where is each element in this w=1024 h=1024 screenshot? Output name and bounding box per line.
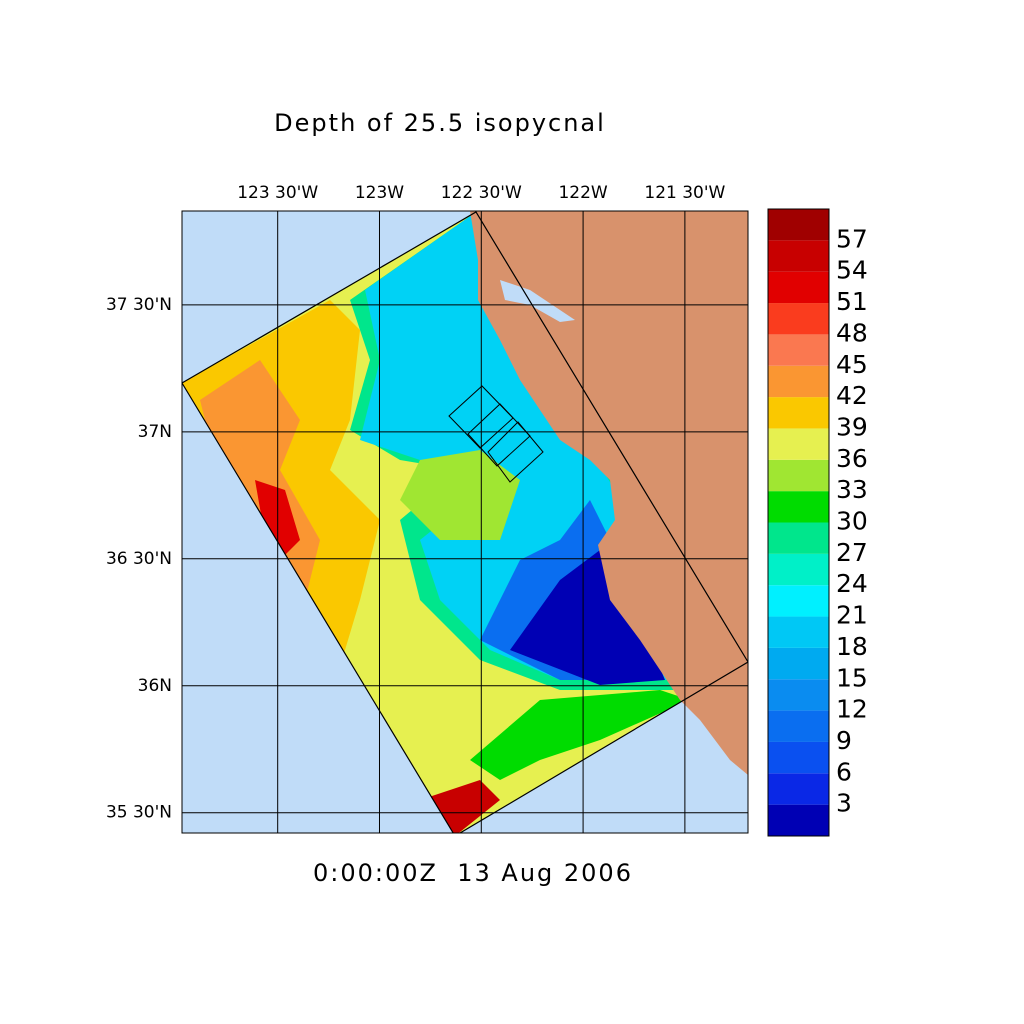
- colorbar-label: 30: [836, 507, 868, 536]
- colorbar-band: [768, 365, 829, 398]
- lat-tick-label: 36 30'N: [106, 549, 172, 569]
- field-region: [420, 780, 500, 833]
- colorbar-band: [768, 271, 829, 304]
- colorbar-label: 3: [836, 789, 852, 818]
- colorbar-band: [768, 710, 829, 742]
- timestamp: 0:00:00Z 13 Aug 2006: [313, 859, 633, 887]
- lon-tick-label: 121 30'W: [644, 183, 725, 203]
- colorbar-label: 12: [836, 695, 868, 724]
- colorbar-band: [768, 553, 829, 586]
- colorbar-label: 42: [836, 381, 868, 410]
- colorbar-band: [768, 773, 829, 805]
- lon-tick-label: 123 30'W: [237, 183, 318, 203]
- colorbar-band: [768, 240, 829, 272]
- colorbar-frame: [767, 208, 830, 837]
- lon-tick-label: 122 30'W: [441, 183, 522, 203]
- colorbar-label: 6: [836, 757, 852, 786]
- depth-field: [182, 212, 748, 833]
- lat-tick-label: 37N: [138, 422, 172, 442]
- colorbar-label: 39: [836, 412, 868, 441]
- lat-tick-label: 37 30'N: [106, 295, 172, 315]
- map-area: [182, 211, 748, 833]
- colorbar-band: [768, 459, 829, 492]
- colorbar-label: 48: [836, 318, 868, 347]
- colorbar-band: [768, 616, 829, 648]
- land: [470, 211, 748, 775]
- colorbar-label: 24: [836, 569, 868, 598]
- colorbar-band: [768, 679, 829, 711]
- map-frame: [181, 210, 749, 834]
- colorbar-label: 27: [836, 538, 868, 567]
- colorbar-band: [768, 804, 829, 836]
- colorbar-band: [768, 334, 829, 366]
- colorbar-label: 15: [836, 663, 868, 692]
- colorbar-label: 36: [836, 444, 868, 473]
- graticule: [182, 211, 748, 833]
- field-region: [470, 690, 690, 780]
- colorbar-label: 45: [836, 350, 868, 379]
- colorbar-band: [768, 491, 829, 523]
- colorbar-label: 33: [836, 475, 868, 504]
- lat-tick-label: 36N: [138, 676, 172, 696]
- colorbar-band: [768, 209, 829, 241]
- colorbar-band: [768, 303, 829, 335]
- domain-boundary: [182, 211, 748, 833]
- colorbar-band: [768, 428, 829, 460]
- colorbar-band: [768, 397, 829, 429]
- bay: [500, 280, 575, 322]
- colorbar-label: 18: [836, 632, 868, 661]
- lat-tick-label: 35 30'N: [106, 803, 172, 823]
- colorbar-label: 57: [836, 224, 868, 253]
- colorbar-label: 51: [836, 287, 868, 316]
- colorbar-label: 9: [836, 726, 852, 755]
- colorbar-band: [768, 585, 829, 617]
- colorbar-label: 21: [836, 601, 868, 630]
- colorbar-label: 54: [836, 256, 868, 285]
- colorbar-band: [768, 741, 829, 774]
- map-title: Depth of 25.5 isopycnal: [274, 109, 606, 137]
- field-region: [400, 450, 520, 540]
- lon-tick-label: 122W: [558, 183, 607, 203]
- colorbar-band: [768, 522, 829, 554]
- lon-tick-label: 123W: [355, 183, 404, 203]
- colorbar-band: [768, 647, 829, 680]
- field-region: [510, 550, 665, 685]
